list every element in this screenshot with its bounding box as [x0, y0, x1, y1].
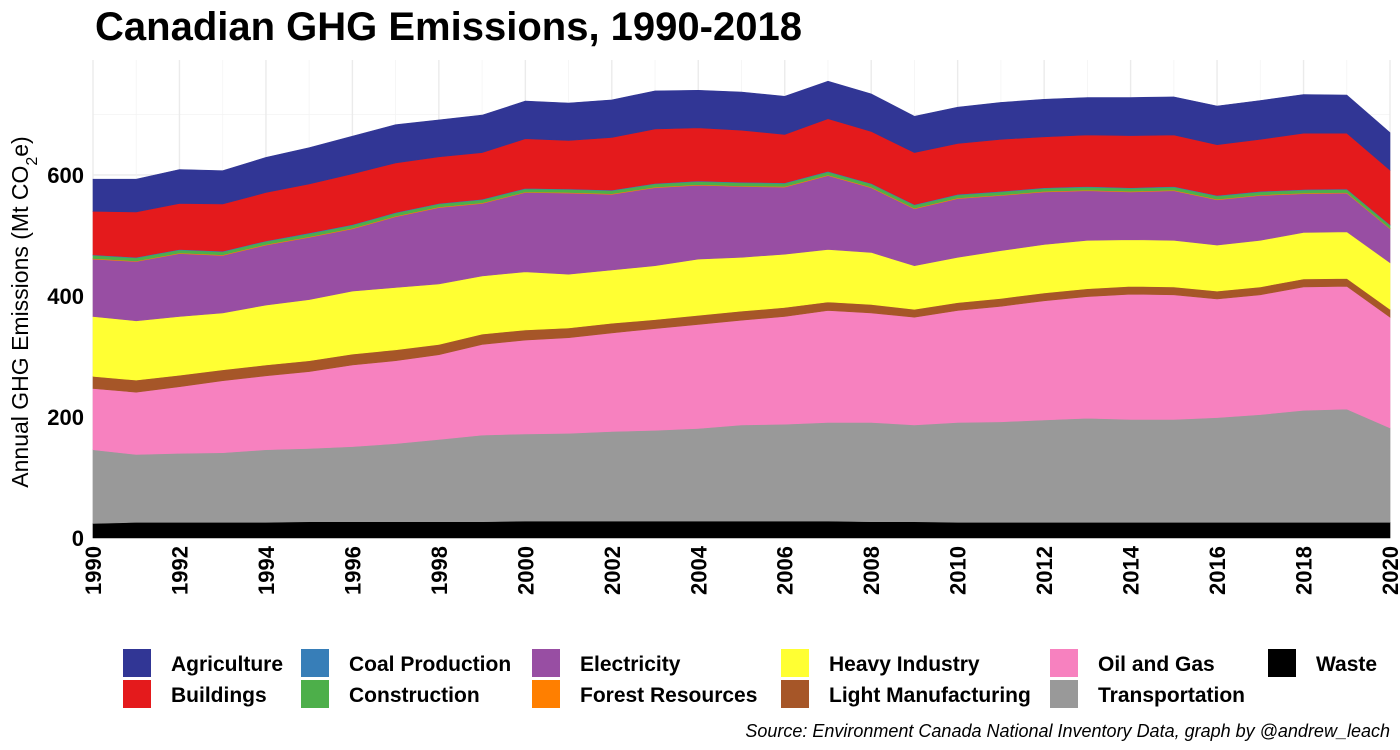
x-tick-label: 2004: [686, 545, 711, 595]
x-tick-label: 2006: [773, 546, 798, 595]
y-tick-label: 0: [72, 526, 84, 551]
x-tick-label: 2020: [1378, 546, 1400, 595]
x-tick-label: 1998: [427, 546, 452, 595]
x-tick-label: 2002: [600, 546, 625, 595]
legend-label-forest-resources: Forest Resources: [580, 684, 757, 707]
stacked-areas: [92, 80, 1391, 539]
legend-swatch-coal-production: [301, 649, 329, 677]
legend-swatch-light-manufacturing: [781, 680, 809, 708]
legend-label-buildings: Buildings: [171, 684, 267, 707]
x-axis-ticks: 1990 1992 1994 1996 1998 2000 2002 2004 2006 2008…: [81, 545, 1400, 595]
legend-swatch-forest-resources: [532, 680, 560, 708]
legend-label-waste: Waste: [1316, 653, 1377, 676]
y-tick-label: 200: [47, 405, 84, 430]
legend-label-agriculture: Agriculture: [171, 653, 283, 676]
x-tick-label: 1990: [81, 546, 106, 595]
chart-title: Canadian GHG Emissions, 1990-2018: [95, 5, 802, 49]
y-axis-label-main: Annual GHG Emissions (Mt CO: [7, 166, 33, 488]
x-tick-label: 1992: [167, 546, 192, 595]
legend-label-transportation: Transportation: [1098, 684, 1245, 707]
x-tick-label: 1994: [254, 545, 279, 595]
x-tick-label: 2014: [1119, 545, 1144, 595]
legend-label-oil-and-gas: Oil and Gas: [1098, 653, 1215, 676]
area-waste: [92, 520, 1391, 539]
legend-label-coal-production: Coal Production: [349, 653, 511, 676]
y-tick-label: 600: [47, 163, 84, 188]
legend-swatch-agriculture: [123, 649, 151, 677]
x-tick-label: 2008: [859, 546, 884, 595]
legend-label-light-manufacturing: Light Manufacturing: [829, 684, 1031, 707]
legend: Agriculture Buildings Coal Production Const…: [123, 649, 1377, 708]
legend-swatch-electricity: [532, 649, 560, 677]
legend-swatch-oil-and-gas: [1050, 649, 1078, 677]
x-tick-label: 2010: [946, 546, 971, 595]
y-axis-label-subscript: 2: [24, 157, 41, 166]
legend-swatch-buildings: [123, 680, 151, 708]
x-tick-label: 2018: [1292, 546, 1317, 595]
x-tick-label: 2000: [513, 546, 538, 595]
legend-swatch-heavy-industry: [781, 649, 809, 677]
x-tick-label: 1996: [340, 546, 365, 595]
legend-label-electricity: Electricity: [580, 653, 681, 676]
legend-swatch-transportation: [1050, 680, 1078, 708]
y-axis-ticks: 0 200 400 600: [47, 163, 84, 551]
legend-swatch-waste: [1268, 649, 1296, 677]
x-tick-label: 2012: [1032, 546, 1057, 595]
x-tick-label: 2016: [1205, 546, 1230, 595]
source-note: Source: Environment Canada National Inve…: [745, 721, 1390, 741]
y-tick-label: 400: [47, 284, 84, 309]
legend-label-heavy-industry: Heavy Industry: [829, 653, 980, 676]
area-agriculture: [92, 80, 1391, 213]
legend-swatch-construction: [301, 680, 329, 708]
y-axis-label-end: e): [7, 136, 33, 156]
y-axis-label: Annual GHG Emissions (Mt CO2e): [7, 136, 41, 487]
legend-label-construction: Construction: [349, 684, 480, 707]
